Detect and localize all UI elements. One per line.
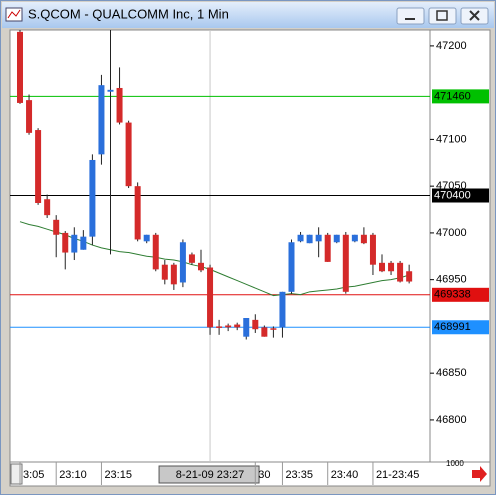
- candle-body: [98, 85, 105, 155]
- crosshair-time-label: 8-21-09 23:27: [176, 469, 245, 481]
- y-tick-label: 47000: [436, 227, 467, 239]
- candle-body: [388, 262, 395, 272]
- level-box: [432, 287, 489, 302]
- scale-label: 1000: [446, 459, 464, 468]
- y-tick-label: 47100: [436, 133, 467, 145]
- candle-body: [125, 122, 132, 187]
- candle-body: [89, 159, 96, 237]
- minimize-button[interactable]: [396, 7, 425, 25]
- candle-body: [225, 325, 232, 328]
- candle-body: [243, 318, 250, 337]
- level-label: 470400: [434, 189, 471, 201]
- x-tick-label: 3:05: [23, 469, 44, 481]
- y-tick-label: 46950: [436, 274, 467, 286]
- candle-body: [152, 234, 159, 270]
- candle-body: [379, 262, 385, 272]
- candle-body: [116, 87, 123, 123]
- level-box: [432, 320, 489, 335]
- candle-body: [188, 254, 195, 263]
- candle-body: [207, 267, 214, 328]
- candle-body: [406, 271, 413, 282]
- candle-body: [216, 326, 223, 328]
- level-label: 471460: [434, 90, 471, 102]
- candle-body: [161, 264, 168, 280]
- candle-body: [80, 236, 87, 250]
- maximize-button[interactable]: [428, 7, 457, 25]
- candle-body: [134, 186, 141, 240]
- candle-body: [315, 234, 322, 242]
- candle-body: [26, 100, 33, 133]
- candle-body: [252, 319, 259, 330]
- candle-body: [44, 199, 51, 216]
- x-tick-label: 23:40: [331, 469, 359, 481]
- plot: [10, 30, 430, 462]
- level-box: [432, 188, 489, 203]
- level-box: [432, 89, 489, 104]
- candle-body: [198, 262, 204, 271]
- x-tick-label: 23:10: [59, 469, 87, 481]
- candle-body: [71, 234, 78, 253]
- candle-body: [107, 89, 114, 92]
- level-label: 469338: [434, 289, 471, 301]
- candle-body: [397, 262, 404, 282]
- candle-body: [360, 234, 367, 244]
- candle-body: [279, 291, 286, 328]
- y-tick-label: 46800: [436, 414, 467, 426]
- candle-body: [270, 328, 277, 330]
- candle-body: [333, 234, 340, 243]
- candle-body: [35, 130, 42, 203]
- level-label: 468991: [434, 321, 471, 333]
- candle-body: [17, 31, 23, 103]
- plot-area: [9, 29, 431, 463]
- x-tick-label: 23:15: [104, 469, 132, 481]
- candle-body: [170, 264, 177, 285]
- x-tick-label: 30: [258, 469, 270, 481]
- x-tick-label: 21-23:45: [376, 469, 419, 481]
- candle-body: [288, 242, 295, 292]
- window-title: S.QCOM - QUALCOMM Inc, 1 Min: [28, 6, 229, 21]
- candle-body: [342, 234, 349, 292]
- y-tick-label: 46850: [436, 367, 467, 379]
- x-tick-label: 23:35: [285, 469, 313, 481]
- candle-body: [297, 234, 304, 242]
- candle-body: [261, 327, 268, 337]
- crosshair-time-box: [158, 465, 260, 484]
- candle-body: [306, 234, 313, 244]
- maximize-glyph: [436, 10, 448, 21]
- scroll-arrow[interactable]: [472, 466, 487, 482]
- candle-body: [369, 234, 376, 265]
- candle-body: [234, 324, 241, 328]
- y-tick-label: 47200: [436, 40, 467, 52]
- candle-body: [351, 234, 358, 242]
- candle-body: [324, 234, 331, 262]
- candle-body: [53, 219, 60, 235]
- scroll-box[interactable]: [10, 463, 23, 485]
- candle-body: [179, 242, 186, 283]
- close-glyph: [469, 10, 480, 21]
- icon-glyph: [7, 9, 21, 19]
- candle-body: [62, 232, 69, 253]
- candle-body: [143, 234, 150, 242]
